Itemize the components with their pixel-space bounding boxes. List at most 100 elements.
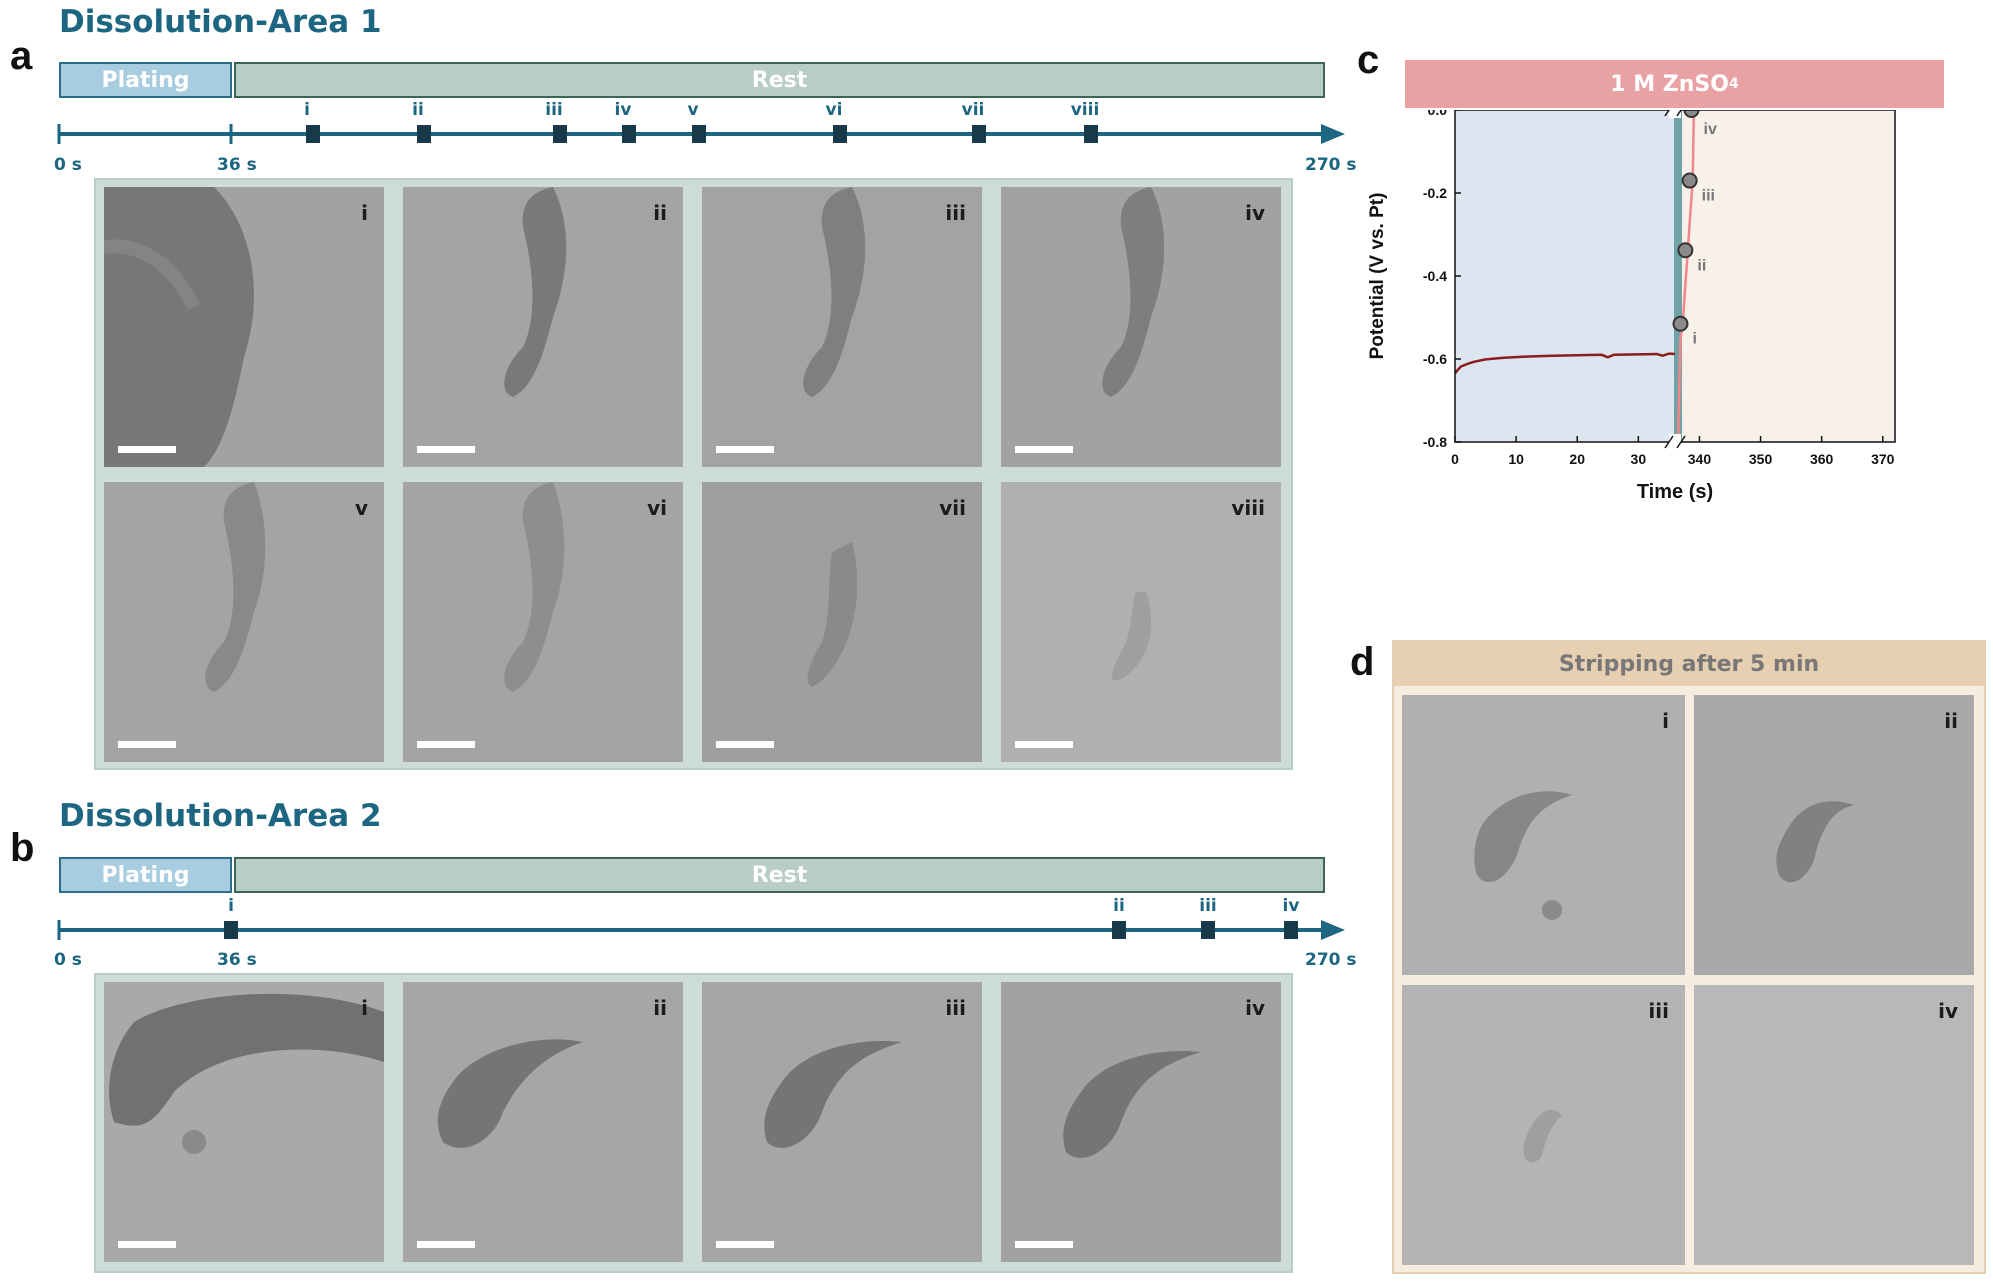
marker-b-i: [224, 921, 238, 939]
timeline-arrowhead: [1321, 920, 1345, 940]
x-axis-label: Time (s): [1637, 481, 1713, 503]
scale-bar: [716, 1241, 774, 1248]
marker-a-vii: [972, 125, 986, 143]
marker-label-a-vii: vii: [961, 100, 985, 120]
plating-region: [1455, 110, 1675, 442]
annotation-label-ii: ii: [1697, 257, 1706, 274]
scale-bar: [1015, 1241, 1073, 1248]
y-tick-label: 0.0: [1428, 110, 1448, 118]
micrograph-a-iii: iii: [702, 187, 982, 467]
tile-label-d-iv: iv: [1938, 999, 1958, 1023]
rest-region: [1675, 110, 1895, 442]
stripping-title-banner: Stripping after 5 min: [1394, 642, 1984, 686]
tile-label-a-iii: iii: [945, 201, 966, 225]
y-tick-label: -0.4: [1423, 268, 1447, 284]
plating-rest-divider: [1674, 110, 1682, 442]
scale-bar: [1015, 446, 1073, 453]
marker-label-a-vi: vi: [825, 100, 843, 120]
marker-label-a-ii: ii: [412, 100, 424, 120]
tile-label-a-ii: ii: [653, 201, 667, 225]
plating-bar: Plating: [59, 857, 232, 893]
micrograph-a-ii: ii: [403, 187, 683, 467]
axis-break-mark: [1664, 110, 1670, 117]
marker-a-vi: [833, 125, 847, 143]
annotation-label-i: i: [1693, 331, 1697, 348]
time-end-a: 270 s: [1305, 155, 1357, 175]
annotation-point-i: [1672, 315, 1689, 332]
rest-bar: Rest: [234, 62, 1325, 98]
tile-label-a-vi: vi: [647, 496, 667, 520]
axis-break-mark: [1676, 435, 1686, 449]
plating-label: Plating: [101, 862, 190, 888]
chart-title-text: 1 M ZnSO: [1610, 71, 1729, 97]
tile-label-a-i: i: [361, 201, 368, 225]
micrograph-b-i: i: [104, 982, 384, 1262]
tile-label-a-vii: vii: [939, 496, 966, 520]
marker-b-ii: [1112, 921, 1126, 939]
chart-title-banner: 1 M ZnSO 4: [1405, 60, 1944, 108]
annotation-point-iii: [1681, 172, 1698, 189]
x-tick-label: 360: [1810, 451, 1834, 467]
marker-label-a-iv: iv: [614, 100, 632, 120]
panel-letter-a: a: [10, 34, 33, 78]
plating-label: Plating: [101, 67, 190, 93]
micrograph-a-i: i: [104, 187, 384, 467]
time-36s-a: 36 s: [217, 155, 257, 175]
marker-label-b-i: i: [228, 896, 234, 916]
scale-bar: [716, 741, 774, 748]
x-tick-label: 370: [1871, 451, 1895, 467]
tile-label-d-iii: iii: [1648, 999, 1669, 1023]
tile-label-b-iv: iv: [1245, 996, 1265, 1020]
x-tick-label: 340: [1688, 451, 1712, 467]
timeline-b: [57, 920, 1345, 940]
x-tick-label: 350: [1749, 451, 1773, 467]
marker-a-i: [306, 125, 320, 143]
panel-letter-b: b: [10, 826, 35, 870]
rest-bar: Rest: [234, 857, 1325, 893]
marker-label-a-viii: viii: [1070, 100, 1100, 120]
micrograph-b-iii: iii: [702, 982, 982, 1262]
scale-bar: [118, 741, 176, 748]
tile-label-d-i: i: [1662, 709, 1669, 733]
scale-bar: [417, 741, 475, 748]
marker-a-iii: [553, 125, 567, 143]
tile-label-a-viii: viii: [1231, 496, 1265, 520]
annotation-label-iv: iv: [1704, 121, 1717, 138]
rest-label: Rest: [751, 67, 808, 93]
scale-bar: [716, 446, 774, 453]
micrograph-d-iv: iv: [1694, 985, 1974, 1265]
plating-bar: Plating: [59, 62, 232, 98]
panel-b-title: Dissolution-Area 2: [59, 798, 382, 834]
axis-break-mark: [1676, 110, 1682, 117]
panel-a-title: Dissolution-Area 1: [59, 4, 382, 40]
scale-bar: [118, 446, 176, 453]
plating-potential-line: [1454, 352, 1676, 375]
micrograph-a-vii: vii: [702, 482, 982, 762]
tile-label-b-iii: iii: [945, 996, 966, 1020]
micrograph-a-v: v: [104, 482, 384, 762]
annotation-point-ii: [1677, 242, 1694, 259]
marker-label-b-iii: iii: [1199, 896, 1217, 916]
axis-break-mark: [1664, 435, 1674, 449]
micrograph-b-ii: ii: [403, 982, 683, 1262]
panel-letter-d: d: [1350, 640, 1375, 684]
marker-label-b-iv: iv: [1282, 896, 1300, 916]
marker-label-a-i: i: [304, 100, 310, 120]
marker-b-iii: [1201, 921, 1215, 939]
timeline-arrowhead: [1321, 124, 1345, 144]
marker-b-iv: [1284, 921, 1298, 939]
annotation-point-iv: [1683, 110, 1700, 118]
scale-bar: [1015, 741, 1073, 748]
marker-label-a-v: v: [687, 100, 699, 120]
scale-bar: [417, 446, 475, 453]
micrograph-d-iii: iii: [1402, 985, 1685, 1265]
timeline-a: [57, 124, 1345, 144]
tile-label-b-i: i: [361, 996, 368, 1020]
micrograph-b-iv: iv: [1001, 982, 1281, 1262]
tile-label-b-ii: ii: [653, 996, 667, 1020]
stripping-title: Stripping after 5 min: [1558, 651, 1820, 677]
x-tick-label: 30: [1631, 451, 1647, 467]
y-tick-label: -0.2: [1423, 185, 1447, 201]
marker-a-viii: [1084, 125, 1098, 143]
